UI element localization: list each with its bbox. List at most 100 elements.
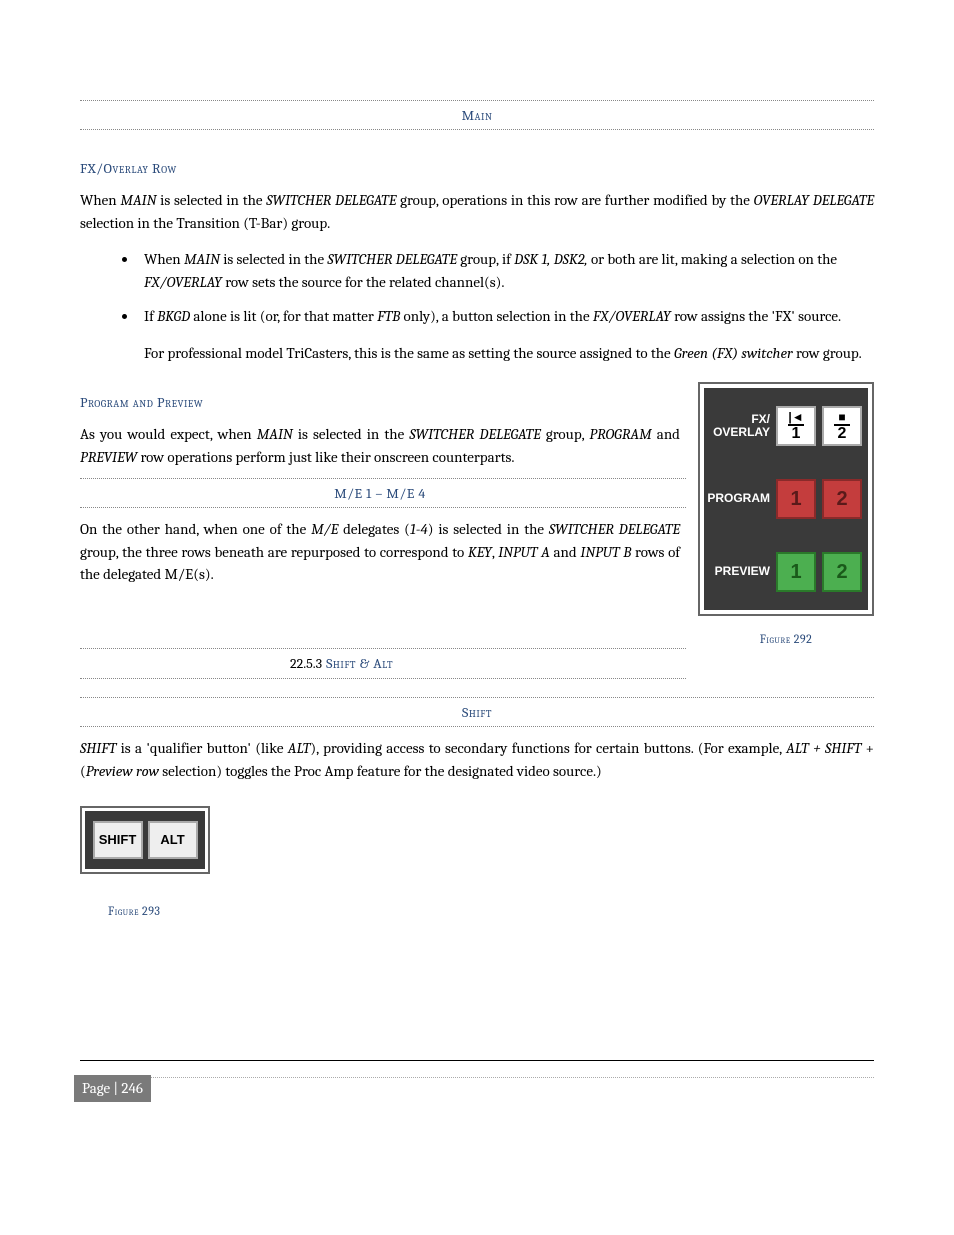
- bullet-list: When MAIN is selected in the SWITCHER DE…: [138, 248, 874, 364]
- section-header-shift: Shift: [80, 697, 874, 727]
- section-header-shift-alt: 22.5.3 Shift & Alt: [80, 648, 686, 679]
- term-switcher-delegate: SWITCHER DELEGATE: [549, 520, 680, 538]
- heading-fx-overlay-row: FX/Overlay Row: [80, 158, 874, 179]
- text: ), providing access to secondary functio…: [310, 739, 786, 757]
- text: only), a button selection in the: [400, 307, 593, 325]
- text: If: [144, 307, 157, 325]
- text: FX/: [751, 412, 770, 426]
- text: is a 'qualifier button' (like: [116, 739, 287, 757]
- text: On the other hand, when one of the: [80, 520, 311, 538]
- text: and: [550, 543, 581, 561]
- term-overlay-delegate: OVERLAY DELEGATE: [754, 191, 874, 209]
- bullet-1: When MAIN is selected in the SWITCHER DE…: [138, 248, 874, 293]
- term-preview: PREVIEW: [80, 448, 137, 466]
- term-input-b: INPUT B: [580, 543, 631, 561]
- term-ftb: FTB: [377, 307, 400, 325]
- program-buttons: 1 2: [776, 479, 862, 519]
- text: ) is selected in the: [428, 520, 549, 538]
- figure-293-caption: Figure 293: [108, 902, 874, 920]
- bullet-2-follow: For professional model TriCasters, this …: [144, 342, 874, 365]
- program-button-1[interactable]: 1: [776, 479, 816, 519]
- text: row operations perform just like their o…: [137, 448, 514, 466]
- row-label-program: PROGRAM: [707, 492, 770, 505]
- section-number: 22.5.3: [290, 653, 322, 674]
- panel-body: FX/ OVERLAY |◄ 1 ■ 2 PROGRAM: [704, 388, 868, 610]
- text: group,: [541, 425, 590, 443]
- term-alt-shift: ALT + SHIFT: [786, 739, 861, 757]
- figure-292-container: FX/ OVERLAY |◄ 1 ■ 2 PROGRAM: [698, 382, 874, 648]
- term-fx-overlay: FX/OVERLAY: [593, 307, 671, 325]
- text: selection in the Transition (T-Bar) grou…: [80, 214, 330, 232]
- term-key: KEY: [468, 543, 492, 561]
- term-shift: SHIFT: [80, 739, 116, 757]
- term-input-a: INPUT A: [498, 543, 550, 561]
- term-me: M/E: [311, 520, 338, 538]
- panel-row-program: PROGRAM 1 2: [710, 467, 862, 532]
- stop-icon: ■: [838, 411, 845, 423]
- term-main: MAIN: [184, 250, 220, 268]
- term-switcher-delegate: SWITCHER DELEGATE: [266, 191, 396, 209]
- preview-button-2[interactable]: 2: [822, 552, 862, 592]
- text: selection) toggles the Proc Amp feature …: [159, 762, 602, 780]
- term-alt: ALT: [288, 739, 311, 757]
- text: and: [652, 425, 680, 443]
- text: is selected in the: [293, 425, 410, 443]
- figure-292-caption: Figure 292: [698, 630, 874, 648]
- section-header-me: M/E 1 – M/E 4: [80, 478, 686, 508]
- text: OVERLAY: [713, 425, 770, 439]
- term-dsk: DSK 1, DSK2,: [514, 250, 588, 268]
- term-switcher-delegate: SWITCHER DELEGATE: [327, 250, 457, 268]
- button-number: 1: [788, 424, 805, 442]
- term-preview-row: Preview row: [86, 762, 159, 780]
- term-fx-overlay: FX/OVERLAY: [144, 273, 222, 291]
- term-1-4: 1-4: [410, 520, 428, 538]
- fx-overlay-button-1[interactable]: |◄ 1: [776, 406, 816, 446]
- bullet-2: If BKGD alone is lit (or, for that matte…: [138, 305, 874, 364]
- prev-icon: |◄: [788, 411, 803, 423]
- preview-buttons: 1 2: [776, 552, 862, 592]
- text: alone is lit (or, for that matter: [190, 307, 377, 325]
- fx-overlay-buttons: |◄ 1 ■ 2: [776, 406, 862, 446]
- text: is selected in the: [156, 191, 266, 209]
- term-main: MAIN: [257, 425, 293, 443]
- panel-row-preview: PREVIEW 1 2: [710, 540, 862, 604]
- text: group, operations in this row are furthe…: [396, 191, 753, 209]
- paragraph-shift: SHIFT is a 'qualifier button' (like ALT)…: [80, 737, 874, 782]
- text: When: [144, 250, 184, 268]
- text: row sets the source for the related chan…: [222, 273, 505, 291]
- section-title: Shift & Alt: [326, 653, 393, 674]
- paragraph-intro: When MAIN is selected in the SWITCHER DE…: [80, 189, 874, 234]
- text: When: [80, 191, 120, 209]
- shift-alt-panel: SHIFT ALT: [85, 811, 205, 869]
- figure-293-box: SHIFT ALT: [80, 806, 210, 874]
- text: delegates (: [338, 520, 410, 538]
- page-number: Page | 246: [74, 1075, 151, 1102]
- term-program: PROGRAM: [589, 425, 651, 443]
- page-footer: Page | 246: [80, 1060, 874, 1078]
- button-number: 2: [834, 424, 851, 442]
- preview-button-1[interactable]: 1: [776, 552, 816, 592]
- term-bkgd: BKGD: [157, 307, 190, 325]
- row-label-preview: PREVIEW: [715, 565, 770, 578]
- term-green-fx: Green (FX) switcher: [674, 344, 793, 362]
- term-switcher-delegate: SWITCHER DELEGATE: [409, 425, 540, 443]
- text: or both are lit, making a selection on t…: [588, 250, 837, 268]
- panel-row-fx-overlay: FX/ OVERLAY |◄ 1 ■ 2: [710, 394, 862, 459]
- paragraph-me: On the other hand, when one of the M/E d…: [80, 518, 686, 586]
- row-label-fx-overlay: FX/ OVERLAY: [713, 413, 770, 439]
- section-header-main: Main: [80, 100, 874, 130]
- panel-box: FX/ OVERLAY |◄ 1 ■ 2 PROGRAM: [698, 382, 874, 616]
- text: group, the three rows beneath are repurp…: [80, 543, 468, 561]
- term-main: MAIN: [120, 191, 156, 209]
- text: row group.: [793, 344, 862, 362]
- text: group, if: [457, 250, 514, 268]
- text: For professional model TriCasters, this …: [144, 344, 674, 362]
- program-button-2[interactable]: 2: [822, 479, 862, 519]
- text: is selected in the: [220, 250, 328, 268]
- fx-overlay-button-2[interactable]: ■ 2: [822, 406, 862, 446]
- text: row assigns the 'FX' source.: [671, 307, 841, 325]
- shift-button[interactable]: SHIFT: [93, 821, 143, 859]
- alt-button[interactable]: ALT: [148, 821, 198, 859]
- text: As you would expect, when: [80, 425, 257, 443]
- paragraph-program-preview: As you would expect, when MAIN is select…: [80, 423, 686, 468]
